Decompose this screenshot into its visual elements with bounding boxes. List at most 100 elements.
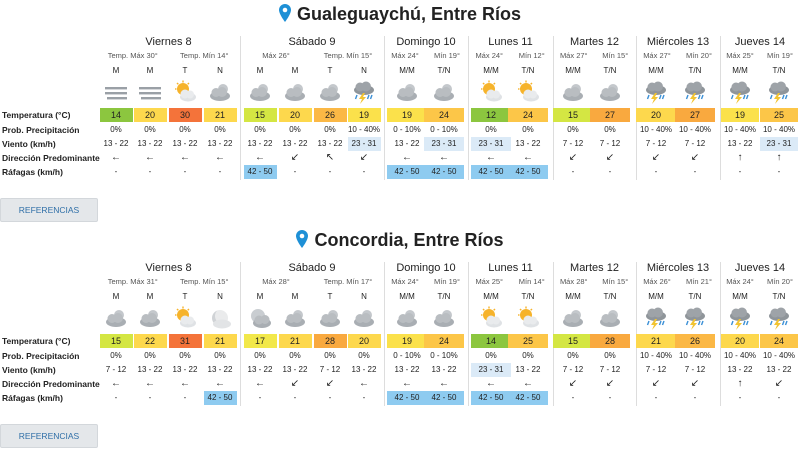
wind-cell: 23 - 31 [471,363,511,377]
cloudy-icon [207,80,233,104]
day-max-temp: Máx 27° [559,51,588,60]
temperature-cell: 20 [636,108,676,122]
period-label: T/N [603,66,617,75]
row-label-prob: Prob. Precipitación [2,125,80,135]
gust-cell: - [738,393,742,402]
temperature-cell: 19 [721,108,759,122]
period-label: M/M [483,66,499,75]
day-name: Sábado 9 [288,36,336,48]
day-header: Martes 12 Máx 28° Mín 15° [553,262,636,290]
wind-cell: 7 - 12 [684,365,706,374]
gust-cell: 42 - 50 [387,391,427,405]
day-header: Sábado 9 Máx 28° Temp. Mín 17° [240,262,384,290]
wind-direction-arrow-icon: ← [486,152,496,163]
gust-cell: - [218,167,222,176]
temperature-cell: 20 [133,108,167,122]
precip-prob-cell: 0% [485,125,497,134]
gust-cell: - [777,393,781,402]
storm-icon [643,80,669,104]
precip-prob-cell: 0% [604,351,616,360]
wind-cell: 13 - 22 [137,365,163,374]
day-name: Miércoles 13 [646,262,710,274]
cloudy-icon [597,80,623,104]
day-header: Viernes 8 Temp. Máx 31° Temp. Mín 15° [97,262,240,290]
period-label: N [361,66,367,75]
day-header: Martes 12 Máx 27° Mín 15° [553,36,636,64]
day-temp-range: Temp. Máx 30° Temp. Mín 14° [97,51,240,60]
day-max-temp: Máx 25° [475,277,504,286]
row-label-gusts: Ráfagas (km/h) [2,393,63,403]
precip-prob-cell: 10 - 40% [347,125,381,134]
day-divider [468,36,469,180]
day-temp-range: Máx 28° Mín 15° [553,277,636,286]
period-label: M [291,66,299,75]
precip-prob-cell: 0% [324,351,336,360]
wind-direction-arrow-icon: ↙ [651,378,661,389]
wind-cell: 13 - 22 [172,365,198,374]
period-label: M [146,66,154,75]
day-min-temp: Mín 14° [518,277,545,286]
temperature-cell: 21 [203,334,237,348]
day-max-temp: Temp. Máx 31° [107,277,158,286]
wind-direction-arrow-icon: ↑ [776,152,782,163]
temperature-cell: 19 [347,108,381,122]
city-title: Concordia, Entre Ríos [0,230,800,256]
day-header: Lunes 11 Máx 24° Mín 12° [468,36,553,64]
cloudy-icon [137,306,163,330]
temperature-cell: 19 [387,108,427,122]
cloudy-icon [317,306,343,330]
day-temp-range: Máx 27° Mín 15° [553,51,636,60]
day-max-temp: Máx 26° [262,51,290,60]
wind-direction-arrow-icon: ↙ [774,378,784,389]
gust-cell: - [608,167,612,176]
gust-cell: - [328,167,332,176]
wind-cell: 13 - 22 [394,365,420,374]
wind-cell: 7 - 12 [562,365,584,374]
wind-cell: 7 - 12 [599,139,621,148]
day-min-temp: Temp. Mín 14° [180,51,229,60]
cloudy-icon [597,306,623,330]
day-name: Martes 12 [570,36,619,48]
wind-cell: 7 - 12 [645,139,667,148]
cloudy-icon [282,306,308,330]
cloudy-icon [431,80,457,104]
wind-cell: 13 - 22 [137,139,163,148]
day-name: Domingo 10 [396,262,456,274]
gust-cell: - [571,393,575,402]
wind-cell: 23 - 31 [424,137,464,151]
period-label: T/N [437,292,451,301]
precip-prob-cell: 0 - 10% [393,351,421,360]
wind-direction-arrow-icon: ↖ [325,152,335,163]
temperature-cell: 15 [553,108,593,122]
wind-cell: 13 - 22 [282,139,308,148]
day-max-temp: Máx 28° [559,277,588,286]
wind-cell: 23 - 31 [347,137,381,151]
precip-prob-cell: 0 - 10% [393,125,421,134]
day-header: Domingo 10 Máx 24° Mín 19° [384,36,468,64]
wind-direction-arrow-icon: ← [215,378,225,389]
day-name: Martes 12 [570,262,619,274]
cloudy-icon [394,80,420,104]
period-label: T/N [772,66,786,75]
wind-direction-arrow-icon: ← [180,378,190,389]
wind-direction-arrow-icon: ↑ [737,378,743,389]
gust-cell: - [293,167,297,176]
day-name: Jueves 14 [734,36,786,48]
wind-cell: 7 - 12 [684,139,706,148]
day-name: Jueves 14 [734,262,786,274]
gust-cell: 42 - 50 [424,165,464,179]
day-min-temp: Mín 19° [434,277,460,286]
sun-cloud-icon [515,80,541,104]
wind-cell: 13 - 22 [207,139,233,148]
period-label: T [327,292,333,301]
references-button[interactable]: REFERENCIAS [0,198,98,222]
day-header: Domingo 10 Máx 24° Mín 19° [384,262,468,290]
references-button[interactable]: REFERENCIAS [0,424,98,448]
wind-direction-arrow-icon: ↙ [290,378,300,389]
temperature-cell: 28 [313,334,347,348]
temperature-cell: 14 [99,108,133,122]
cloudy-icon [103,306,129,330]
wind-direction-arrow-icon: ↙ [359,152,369,163]
period-label: N [217,66,223,75]
temperature-cell: 14 [471,334,511,348]
